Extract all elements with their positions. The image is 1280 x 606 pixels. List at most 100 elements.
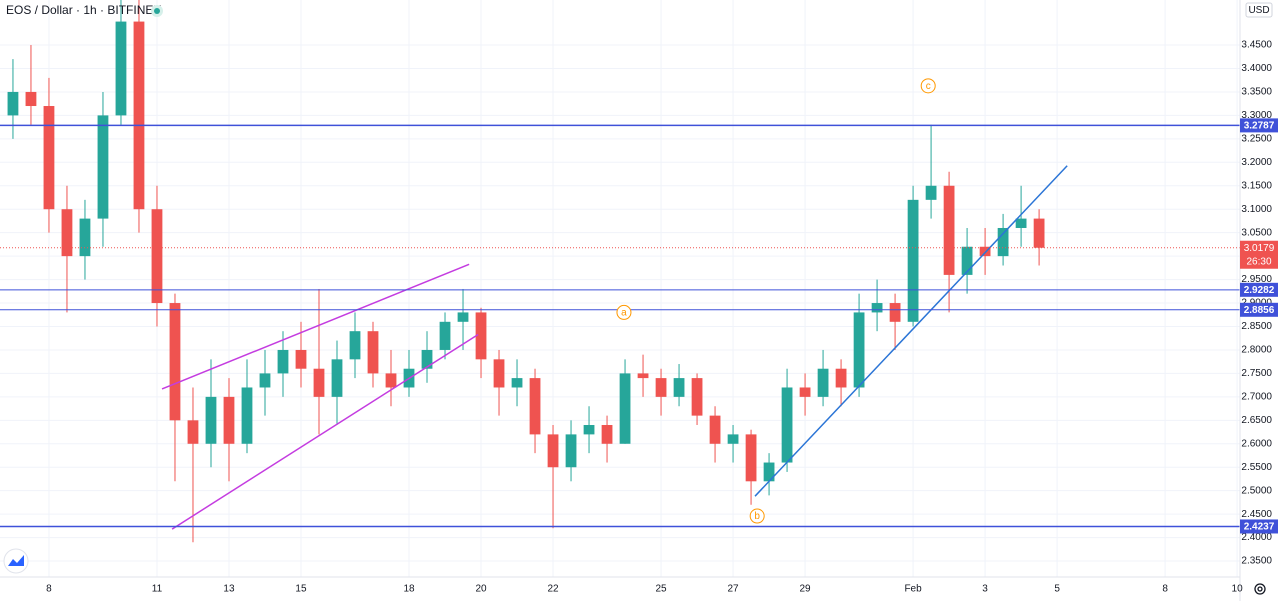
- y-tick-label: 3.0500: [1241, 227, 1272, 238]
- y-tick-label: 3.1000: [1241, 204, 1272, 215]
- trend-line: [754, 165, 1068, 497]
- y-tick-label: 3.4500: [1241, 40, 1272, 51]
- candle-body: [871, 303, 883, 313]
- currency-box[interactable]: [1245, 2, 1273, 18]
- level-price-box: [1240, 302, 1278, 317]
- level-price-label: 3.2787: [1244, 121, 1275, 132]
- wave-label: c: [926, 81, 931, 92]
- candle-body: [907, 199, 919, 322]
- y-tick-label: 3.3000: [1241, 110, 1272, 121]
- candle-body: [277, 349, 289, 374]
- candle-body: [133, 21, 145, 210]
- candle-body: [25, 91, 37, 107]
- candle-body: [565, 434, 577, 468]
- candle-body: [961, 246, 973, 275]
- last-price-label: 3.0179: [1244, 243, 1275, 254]
- y-tick-label: 3.3500: [1241, 87, 1272, 98]
- candle-body: [799, 387, 811, 397]
- y-tick-label: 2.5500: [1241, 462, 1272, 473]
- candle-body: [43, 106, 55, 210]
- candle-body: [529, 378, 541, 435]
- x-tick-label: 20: [475, 584, 487, 595]
- y-tick-label: 3.1500: [1241, 180, 1272, 191]
- y-tick-label: 2.8500: [1241, 321, 1272, 332]
- candle-body: [727, 434, 739, 444]
- x-tick-label: 8: [1162, 584, 1168, 595]
- level-price-box: [1240, 118, 1278, 133]
- candle-body: [1015, 218, 1027, 228]
- y-tick-label: 2.8000: [1241, 345, 1272, 356]
- candle-body: [367, 331, 379, 374]
- candle-body: [745, 434, 757, 482]
- logo: [3, 548, 29, 574]
- candle-body: [331, 359, 343, 397]
- y-tick-label: 3.4000: [1241, 63, 1272, 74]
- candle-body: [709, 415, 721, 444]
- candle-body: [781, 387, 793, 463]
- y-tick-label: 2.6500: [1241, 415, 1272, 426]
- y-tick-label: 2.3500: [1241, 556, 1272, 567]
- candle-body: [313, 368, 325, 397]
- y-tick-label: 3.2500: [1241, 133, 1272, 144]
- candle-body: [601, 425, 613, 444]
- status-dot: [154, 8, 160, 14]
- x-tick-label: 5: [1054, 584, 1060, 595]
- candle-body: [169, 303, 181, 421]
- countdown-label: 26:30: [1246, 256, 1271, 267]
- candle-body: [7, 91, 19, 116]
- settings-icon[interactable]: [1254, 583, 1266, 595]
- candle-body: [457, 312, 469, 322]
- candle-body: [295, 349, 307, 369]
- x-tick-label: 25: [655, 584, 667, 595]
- wave-marker: [616, 304, 632, 320]
- candle-body: [205, 396, 217, 444]
- y-tick-label: 2.7000: [1241, 392, 1272, 403]
- x-tick-label: 10: [1232, 584, 1244, 595]
- candle-body: [1033, 218, 1045, 248]
- level-price-label: 2.9282: [1244, 285, 1275, 296]
- y-tick-label: 2.4000: [1241, 532, 1272, 543]
- x-tick-label: 27: [727, 584, 739, 595]
- candle-body: [835, 368, 847, 388]
- candle-body: [583, 425, 595, 435]
- x-tick-label: 11: [152, 584, 163, 595]
- trend-line: [171, 333, 479, 530]
- candle-body: [817, 368, 829, 397]
- candle-body: [925, 185, 937, 200]
- candle-body: [853, 312, 865, 388]
- candle-body: [115, 21, 127, 116]
- x-tick-label: 29: [800, 584, 812, 595]
- y-tick-label: 3.2000: [1241, 157, 1272, 168]
- wave-label: a: [621, 308, 627, 319]
- level-price-label: 2.4237: [1244, 522, 1275, 533]
- y-tick-label: 2.6000: [1241, 438, 1272, 449]
- level-price-box: [1240, 282, 1278, 297]
- x-tick-label: 3: [982, 584, 988, 595]
- candle-body: [979, 246, 991, 257]
- x-tick-label: 15: [295, 584, 307, 595]
- wave-marker: [749, 508, 765, 524]
- y-tick-label: 2.7500: [1241, 368, 1272, 379]
- candle-body: [655, 378, 667, 397]
- candle-body: [187, 420, 199, 444]
- x-tick-label: 8: [46, 584, 52, 595]
- candle-body: [691, 378, 703, 416]
- y-tick-label: 2.5000: [1241, 485, 1272, 496]
- candle-body: [889, 303, 901, 322]
- x-tick-label: 13: [223, 584, 235, 595]
- wave-label: b: [754, 511, 760, 522]
- currency-label: USD: [1248, 5, 1269, 16]
- x-tick-label: 22: [547, 584, 559, 595]
- candle-body: [385, 373, 397, 388]
- candle-body: [637, 373, 649, 379]
- level-price-box: [1240, 519, 1278, 534]
- candle-body: [439, 321, 451, 350]
- candle-body: [547, 434, 559, 468]
- candle-body: [61, 209, 73, 257]
- candle-body: [475, 312, 487, 360]
- candle-body: [79, 218, 91, 257]
- candle-body: [673, 378, 685, 397]
- last-price-box: [1240, 240, 1278, 269]
- x-tick-label: Feb: [904, 584, 922, 595]
